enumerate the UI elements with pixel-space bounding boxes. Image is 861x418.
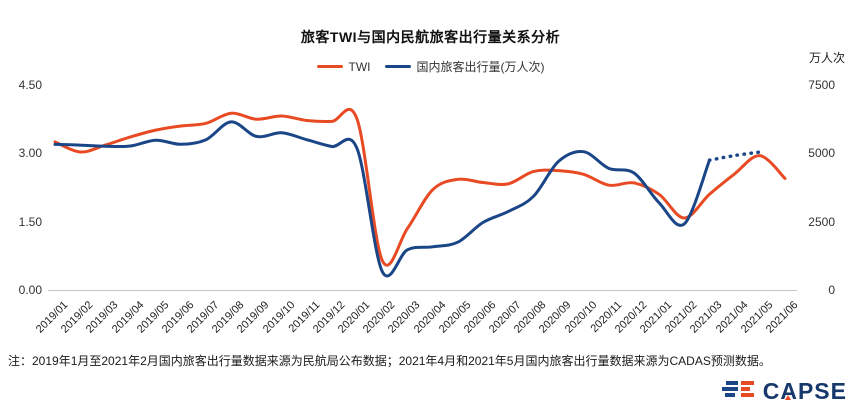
legend-label: TWI: [348, 59, 371, 74]
legend: TWI 国内旅客出行量(万人次): [0, 58, 861, 75]
capse-logo-text: CAPSE: [762, 378, 847, 404]
capse-logo: CAPSE: [721, 378, 847, 404]
legend-label: 国内旅客出行量(万人次): [416, 60, 545, 74]
y-axis-tick-right: 2500: [808, 214, 835, 229]
legend-item-0[interactable]: TWI: [316, 59, 371, 74]
legend-swatch-icon: [384, 65, 411, 68]
footnote: 注：2019年1月至2021年2月国内旅客出行量数据来源为民航局公布数据；202…: [8, 354, 771, 368]
y-axis-tick-right: 0: [828, 283, 835, 297]
y-axis-tick-left: 3.00: [18, 146, 42, 161]
legend-item-1[interactable]: 国内旅客出行量(万人次): [384, 58, 545, 75]
chart-title: 旅客TWI与国内民航旅客出行量关系分析: [300, 29, 561, 45]
y-axis-tick-right: 7500: [808, 78, 835, 92]
series-volume-line: [53, 120, 711, 278]
y-axis-tick-left: 4.50: [18, 78, 42, 92]
legend-swatch-icon: [316, 65, 343, 68]
x-axis-line: [48, 290, 797, 291]
capse-logo-icon: [721, 381, 754, 397]
right-axis-unit-label: 万人次: [808, 51, 845, 65]
chart-plot: [53, 108, 787, 278]
series-twi-line: [53, 108, 787, 267]
series-volume-forecast-dotted: [707, 150, 762, 162]
y-axis-tick-left: 1.50: [18, 214, 42, 229]
y-axis-tick-right: 5000: [808, 146, 835, 161]
y-axis-tick-left: 0.00: [18, 283, 42, 297]
logo-a-triangle-icon: [784, 395, 791, 400]
